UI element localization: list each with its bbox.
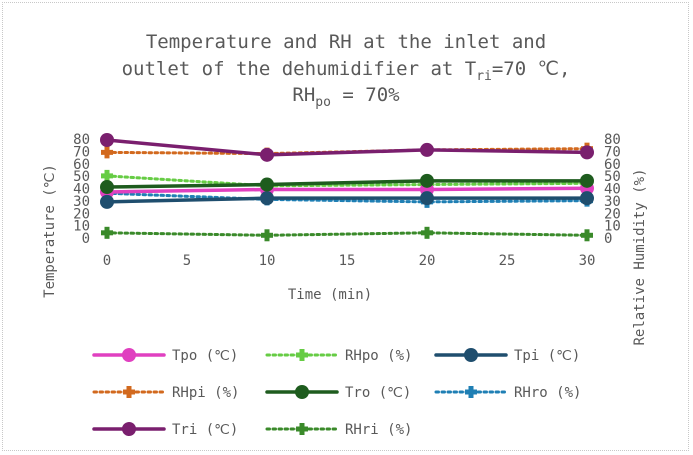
legend: Tpo (℃) RHpo (%) Tpi (℃) RHpi (%) Tro (℃) RHr… <box>92 348 581 438</box>
y-tick-label-0: 0 <box>82 231 90 247</box>
legend-swatch-marker-3 <box>123 386 135 398</box>
series-2-point-3 <box>580 191 594 206</box>
legend-label-5: RHro (%) <box>514 385 581 401</box>
series-4-line <box>105 179 589 189</box>
y2-tick-label-6: 60 <box>604 157 621 173</box>
chart-title: Temperature and RH at the inlet and outl… <box>122 31 571 110</box>
legend-swatch-marker-2 <box>464 348 478 362</box>
x-tick-label-1: 5 <box>183 253 191 269</box>
title-line-3-subscript: po <box>315 95 331 110</box>
legend-swatch-marker-6 <box>122 422 136 436</box>
series-6-point-3 <box>580 145 594 160</box>
y-tick-label-1: 10 <box>73 219 90 235</box>
series-0-line <box>105 186 589 194</box>
series-1-line <box>105 174 589 188</box>
legend-swatch-marker-4 <box>295 385 309 399</box>
x-axis-ticks: 0 5 10 15 20 25 30 <box>103 253 596 269</box>
legend-label-7: RHri (%) <box>345 422 412 438</box>
y2-tick-label-5: 50 <box>604 169 621 185</box>
x-tick-label-2: 10 <box>259 253 276 269</box>
legend-item-2: Tpi (℃) <box>434 348 580 364</box>
y-tick-label-2: 20 <box>73 206 90 222</box>
legend-label-4: Tro (℃) <box>345 385 411 401</box>
series-4 <box>100 173 594 195</box>
chart-frame <box>2 2 689 451</box>
series-7-line <box>105 231 589 237</box>
x-tick-label-6: 30 <box>579 253 596 269</box>
series-6-point-2 <box>420 142 434 157</box>
x-tick-label-4: 20 <box>419 253 436 269</box>
y2-tick-label-3: 30 <box>604 194 621 210</box>
series-7 <box>101 226 593 242</box>
series-2-point-0 <box>100 194 114 209</box>
legend-swatch-marker-0 <box>122 348 136 362</box>
y-tick-label-4: 40 <box>73 182 90 198</box>
series-6-line <box>105 138 589 157</box>
title-line-2-main: outlet of the dehumidifier at T <box>122 58 477 80</box>
series-layer <box>100 133 594 242</box>
series-5-line <box>105 191 589 204</box>
y2-tick-label-0: 0 <box>604 231 612 247</box>
y2-axis-label: Relative Humidity (%) <box>632 168 648 345</box>
legend-swatch-marker-7 <box>296 423 308 435</box>
y2-tick-label-8: 80 <box>604 132 621 148</box>
series-2-line <box>105 196 589 204</box>
series-4-point-2 <box>420 173 434 188</box>
y2-tick-label-7: 70 <box>604 144 621 160</box>
y-tick-label-6: 60 <box>73 157 90 173</box>
series-6 <box>100 133 594 162</box>
legend-item-7: RHri (%) <box>265 422 412 438</box>
y-tick-label-8: 80 <box>73 132 90 148</box>
x-axis-label: Time (min) <box>288 287 372 303</box>
x-tick-label-5: 25 <box>499 253 516 269</box>
series-2-point-2 <box>420 191 434 206</box>
series-2-point-1 <box>260 191 274 206</box>
title-line-2: outlet of the dehumidifier at Tri=70 ℃, <box>122 58 571 84</box>
series-2 <box>100 191 594 209</box>
series-4-point-3 <box>580 173 594 188</box>
x-tick-label-3: 15 <box>339 253 356 269</box>
title-line-2-tail: =70 ℃, <box>492 58 571 80</box>
series-4-point-1 <box>260 177 274 192</box>
series-7-point-0 <box>101 226 113 239</box>
legend-label-3: RHpi (%) <box>172 385 239 401</box>
legend-label-0: Tpo (℃) <box>172 348 238 364</box>
legend-item-5: RHro (%) <box>434 385 581 401</box>
legend-swatch-marker-1 <box>296 349 308 361</box>
title-line-2-subscript: ri <box>476 69 492 84</box>
y2-tick-label-1: 10 <box>604 219 621 235</box>
y2-tick-label-4: 40 <box>604 182 621 198</box>
series-6-point-1 <box>260 147 274 162</box>
y-tick-label-7: 70 <box>73 144 90 160</box>
y-tick-label-5: 50 <box>73 169 90 185</box>
series-7-point-2 <box>421 226 433 239</box>
y-axis-label: Temperature (℃) <box>42 164 58 298</box>
series-1-point-0 <box>101 169 113 182</box>
legend-item-0: Tpo (℃) <box>92 348 238 364</box>
x-tick-label-0: 0 <box>103 253 111 269</box>
y-tick-label-3: 30 <box>73 194 90 210</box>
legend-item-4: Tro (℃) <box>265 385 411 401</box>
series-4-point-0 <box>100 180 114 195</box>
legend-label-2: Tpi (℃) <box>514 348 580 364</box>
y2-tick-label-2: 20 <box>604 206 621 222</box>
title-line-3: RHpo = 70% <box>292 84 400 110</box>
series-7-point-1 <box>261 229 273 242</box>
title-line-3-main: RH <box>292 84 315 106</box>
series-7-point-3 <box>581 229 593 242</box>
legend-label-6: Tri (℃) <box>172 422 238 438</box>
title-line-1: Temperature and RH at the inlet and <box>146 31 546 53</box>
legend-item-6: Tri (℃) <box>92 422 238 438</box>
legend-item-3: RHpi (%) <box>92 385 239 401</box>
legend-item-1: RHpo (%) <box>265 348 412 364</box>
title-line-3-tail: = 70% <box>331 84 400 106</box>
series-3-point-0 <box>101 146 113 159</box>
series-6-point-0 <box>100 133 114 147</box>
legend-swatch-marker-5 <box>465 386 477 398</box>
legend-label-1: RHpo (%) <box>345 348 412 364</box>
